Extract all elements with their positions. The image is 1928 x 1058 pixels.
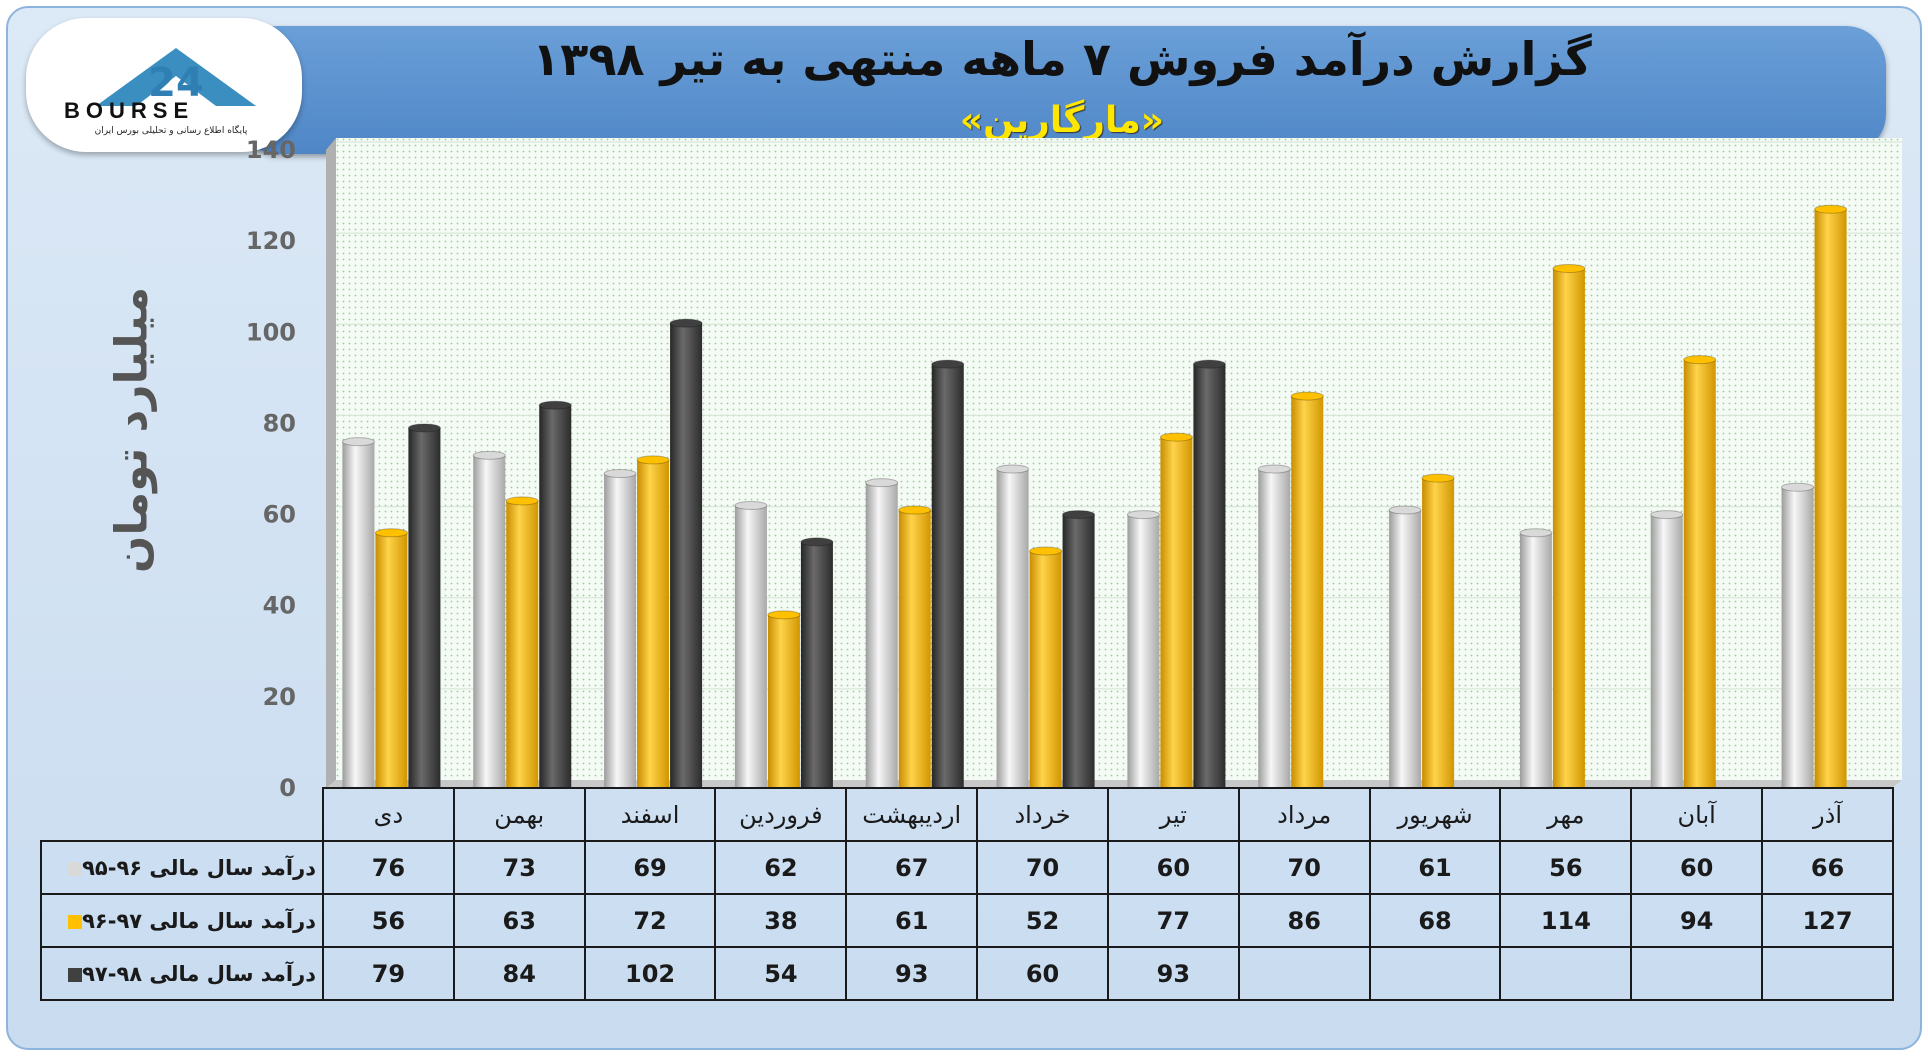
svg-text:24: 24 <box>148 60 204 106</box>
table-row: درآمد سال مالی ۹۶-۹۵ 76 73 69 62 67 70 60 70 61 56… <box>40 840 1894 895</box>
y-axis-label: میلیارد تومان <box>92 287 172 573</box>
x-tick-label: مرداد <box>1237 787 1371 842</box>
data-label: 61 <box>1368 840 1502 895</box>
data-label: 86 <box>1237 893 1371 948</box>
table-row: درآمد سال مالی ۹۷-۹۶ 56 63 72 38 61 52 77 86 68 11… <box>40 893 1894 948</box>
title-banner: گزارش درآمد فروش ۷ ماهه منتهی به تیر ۱۳۹… <box>238 26 1886 154</box>
x-tick-label: خرداد <box>976 787 1109 842</box>
data-label: 66 <box>1761 840 1894 895</box>
x-tick-label: آبان <box>1630 787 1764 842</box>
x-tick-label: دی <box>322 787 455 842</box>
logo-text: BOURSE <box>64 98 195 123</box>
data-label: 60 <box>976 946 1109 1001</box>
data-label: 102 <box>583 946 717 1001</box>
data-label: 67 <box>845 840 979 895</box>
table-corner <box>41 788 324 841</box>
data-label: 79 <box>322 946 455 1001</box>
data-label: 94 <box>1630 893 1764 948</box>
data-table: دی بهمن اسفند فروردین اردیبهشت خرداد تیر مرداد ش… <box>40 787 1894 1001</box>
data-label: 62 <box>714 840 848 895</box>
legend-swatch <box>68 914 83 929</box>
data-label <box>1761 946 1894 1001</box>
data-label: 61 <box>845 893 979 948</box>
data-label: 70 <box>1237 840 1371 895</box>
legend-swatch <box>68 861 83 876</box>
data-label <box>1499 946 1633 1001</box>
data-label: 68 <box>1368 893 1502 948</box>
data-label: 56 <box>1499 840 1633 895</box>
data-label: 69 <box>583 840 717 895</box>
data-label: 70 <box>976 840 1109 895</box>
data-label: 60 <box>1106 840 1240 895</box>
data-label: 114 <box>1499 893 1633 948</box>
data-label: 63 <box>452 893 586 948</box>
data-label <box>1630 946 1764 1001</box>
legend-entry: درآمد سال مالی ۹۸-۹۷ <box>40 946 324 1001</box>
data-label: 93 <box>845 946 979 1001</box>
x-tick-label: بهمن <box>452 787 586 842</box>
data-label <box>1368 946 1502 1001</box>
chart-title: گزارش درآمد فروش ۷ ماهه منتهی به تیر ۱۳۹… <box>532 32 1592 86</box>
data-label: 72 <box>583 893 717 948</box>
logo-mark-icon: 24 <box>96 48 256 106</box>
x-tick-label: شهریور <box>1368 787 1502 842</box>
x-tick-label: مهر <box>1499 787 1633 842</box>
data-label: 56 <box>322 893 455 948</box>
data-label: 52 <box>976 893 1109 948</box>
data-label: 127 <box>1761 893 1894 948</box>
table-row: درآمد سال مالی ۹۸-۹۷ 79 84 102 54 93 60 93 <box>40 946 1894 1001</box>
data-label <box>1237 946 1371 1001</box>
data-label: 77 <box>1106 893 1240 948</box>
data-label: 93 <box>1106 946 1240 1001</box>
data-label: 73 <box>452 840 586 895</box>
data-label: 60 <box>1630 840 1764 895</box>
bourse24-logo: 24 BOURSE پایگاه اطلاع رسانی و تحلیلی بو… <box>26 18 302 152</box>
x-tick-label: آذر <box>1761 787 1894 842</box>
data-label: 84 <box>452 946 586 1001</box>
logo-subtitle: پایگاه اطلاع رسانی و تحلیلی بورس ایران <box>94 126 248 136</box>
data-label: 38 <box>714 893 848 948</box>
x-tick-label: اسفند <box>583 787 717 842</box>
x-tick-label: فروردین <box>714 787 848 842</box>
legend-entry: درآمد سال مالی ۹۷-۹۶ <box>40 893 324 948</box>
y-axis-label-text: میلیارد تومان <box>106 286 158 574</box>
data-label: 76 <box>322 840 455 895</box>
legend-swatch <box>68 967 83 982</box>
data-label: 54 <box>714 946 848 1001</box>
chart-subtitle: «مارگارین» <box>959 100 1165 141</box>
x-tick-label: اردیبهشت <box>845 787 979 842</box>
legend-entry: درآمد سال مالی ۹۶-۹۵ <box>40 840 324 895</box>
x-tick-label: تیر <box>1106 787 1240 842</box>
